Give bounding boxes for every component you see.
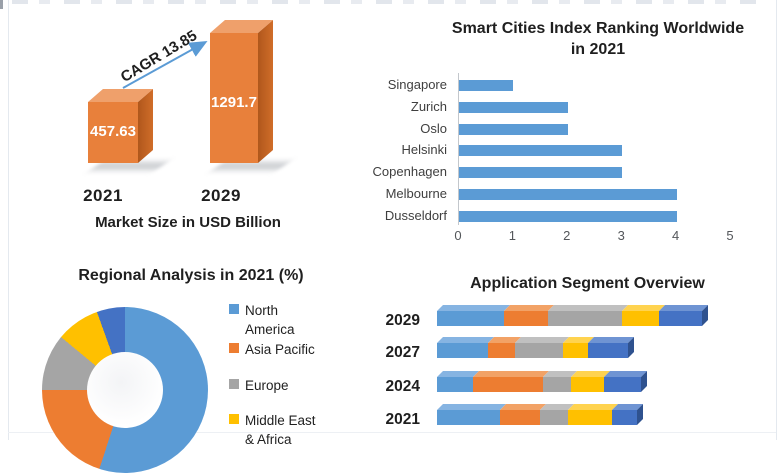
category-label-dusseldorf: Dusseldorf <box>384 207 447 223</box>
legend-swatch <box>229 343 239 353</box>
segment-gray <box>543 377 571 392</box>
x-tick-5: 5 <box>726 228 734 243</box>
corner-mark <box>0 0 3 9</box>
legend-swatch <box>229 414 239 424</box>
segment-blue <box>437 311 504 326</box>
segment-darkblue <box>612 410 637 425</box>
segment-blue <box>437 343 488 358</box>
smart-cities-title-line2: in 2021 <box>570 41 626 58</box>
segment-yellow <box>571 377 604 392</box>
category-label-helsinki: Helsinki <box>401 142 447 158</box>
card-border-bottom <box>8 432 776 433</box>
x-tick-1: 1 <box>508 228 516 243</box>
category-label-melbourne: Melbourne <box>385 186 447 201</box>
regional-donut <box>42 307 208 473</box>
x-label-2029: 2029 <box>201 186 241 205</box>
regional-analysis-chart: Regional Analysis in 2021 (%) North Ameri… <box>0 250 360 473</box>
segment-blue <box>437 410 500 425</box>
legend-label: Asia Pacific <box>245 342 315 357</box>
segment-orange <box>504 311 548 326</box>
legend-item-middle-east: Middle East & Africa <box>229 411 316 449</box>
cropped-text-remnant <box>12 0 766 4</box>
category-label-zurich: Zurich <box>410 98 447 114</box>
category-label-copenhagen: Copenhagen <box>372 164 447 180</box>
bar-2021 <box>88 102 138 163</box>
legend-label: Europe <box>245 378 289 393</box>
smart-cities-chart: Smart Cities Index Ranking Worldwide in … <box>360 0 780 250</box>
x-tick-4: 4 <box>671 228 680 243</box>
stacked-bar-end-cap <box>628 337 634 358</box>
category-label-singapore: Singapore <box>387 77 447 92</box>
year-label-2021: 2021 <box>385 411 420 428</box>
x-label-2021: 2021 <box>83 186 123 205</box>
bar-zurich <box>459 101 568 113</box>
y-axis-line <box>458 73 459 225</box>
segment-yellow <box>622 311 659 326</box>
segment-gray <box>540 410 568 425</box>
segment-gray <box>515 343 563 358</box>
x-tick-3: 3 <box>617 228 625 243</box>
bar-dusseldorf <box>459 210 677 222</box>
market-size-chart: 457.63 1291.7 CAGR 13.85 2021 2029 Marke… <box>0 0 360 250</box>
year-label-2024: 2024 <box>385 378 420 395</box>
market-size-caption: Market Size in USD Billion <box>95 214 281 231</box>
segment-darkblue <box>604 377 641 392</box>
x-tick-2: 2 <box>563 228 571 243</box>
segment-orange <box>500 410 540 425</box>
stacked-bar-end-cap <box>702 305 708 326</box>
bar-2029-value-label: 1291.7 <box>211 94 257 111</box>
smart-cities-title: Smart Cities Index Ranking Worldwide in … <box>398 18 780 60</box>
legend-swatch <box>229 379 239 389</box>
segment-yellow <box>563 343 588 358</box>
segment-blue <box>437 377 473 392</box>
smart-cities-title-line1: Smart Cities Index Ranking Worldwide <box>451 20 745 37</box>
cagr-arrow <box>122 41 208 89</box>
application-segment-chart: Application Segment Overview 2029 2027 202… <box>360 250 780 440</box>
x-tick-0: 0 <box>454 228 462 243</box>
year-label-2029: 2029 <box>385 312 420 329</box>
segment-yellow <box>568 410 612 425</box>
application-title: Application Segment Overview <box>470 275 705 292</box>
bar-2029 <box>210 33 258 163</box>
year-label-2027: 2027 <box>385 344 420 361</box>
card-border-right <box>776 0 777 440</box>
legend-label: North America <box>245 303 295 337</box>
segment-gray <box>548 311 622 326</box>
legend-item-europe: Europe <box>229 376 289 395</box>
category-label-oslo: Oslo <box>420 120 447 136</box>
regional-title: Regional Analysis in 2021 (%) <box>78 267 304 284</box>
stacked-bar-end-cap <box>637 404 643 425</box>
segment-darkblue <box>659 311 702 326</box>
legend-item-north: North America <box>229 301 295 339</box>
bar-2021-value-label: 457.63 <box>90 123 136 140</box>
bar-oslo <box>459 123 568 135</box>
stacked-bar-end-cap <box>641 371 647 392</box>
bar-helsinki <box>459 145 623 157</box>
segment-orange <box>473 377 543 392</box>
legend-item-asia-pacific: Asia Pacific <box>229 340 315 359</box>
bar-melbourne <box>459 189 677 200</box>
legend-label: Middle East & Africa <box>245 413 316 447</box>
segment-darkblue <box>588 343 628 358</box>
segment-orange <box>488 343 515 358</box>
legend-swatch <box>229 304 239 314</box>
card-border-left <box>8 0 9 440</box>
bar-copenhagen <box>459 167 623 179</box>
bar-singapore <box>459 80 514 91</box>
